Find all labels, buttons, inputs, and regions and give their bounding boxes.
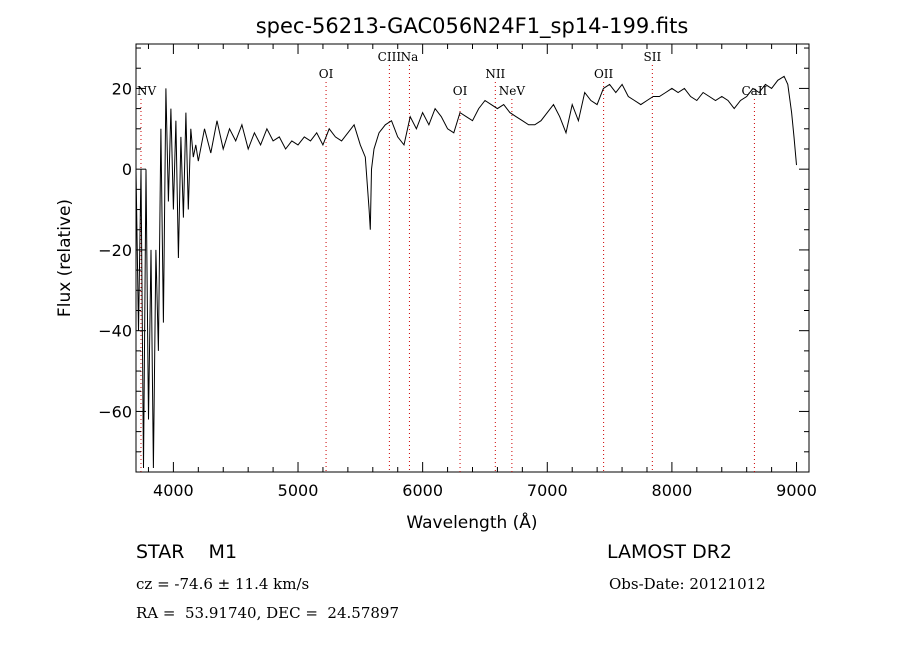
line-marker-label: Na — [401, 50, 419, 64]
line-marker-label: NeV — [499, 84, 526, 98]
obs-date-text: Obs-Date: 20121012 — [609, 575, 766, 593]
coordinates-text: RA = 53.91740, DEC = 24.57897 — [136, 604, 400, 622]
survey-name: LAMOST DR2 — [607, 541, 732, 563]
y-tick-label: −20 — [98, 241, 132, 260]
y-tick-label: 20 — [112, 79, 132, 98]
plot-frame — [135, 43, 810, 473]
redshift-text: cz = -74.6 ± 11.4 km/s — [136, 575, 310, 593]
axis-ticks: 4000 5000 6000 7000 8000 9000 −60 −40 −20 0 20 — [98, 44, 817, 500]
x-tick-label: 9000 — [776, 481, 817, 500]
spectrum-line — [135, 75, 797, 469]
x-tick-label: 8000 — [652, 481, 693, 500]
x-axis-label: Wavelength (Å) — [406, 511, 537, 533]
y-tick-label: −40 — [98, 322, 132, 341]
x-tick-label: 6000 — [402, 481, 443, 500]
x-tick-label: 7000 — [527, 481, 568, 500]
line-marker-label: OII — [594, 67, 614, 81]
y-axis-label: Flux (relative) — [55, 199, 75, 317]
y-tick-label: −60 — [98, 402, 132, 421]
object-class: STAR M1 — [136, 541, 238, 563]
x-tick-label: 4000 — [153, 481, 194, 500]
line-marker-label: SII — [643, 50, 661, 64]
line-marker-label: OI — [453, 84, 468, 98]
chart-title: spec-56213-GAC056N24F1_sp14-199.fits — [256, 14, 689, 39]
x-tick-label: 5000 — [278, 481, 319, 500]
y-tick-label: 0 — [122, 160, 132, 179]
line-marker-label: NII — [485, 67, 505, 81]
line-marker-label: NV — [137, 84, 157, 98]
line-marker-label: OI — [319, 67, 334, 81]
line-marker-label: CIII — [378, 50, 402, 64]
